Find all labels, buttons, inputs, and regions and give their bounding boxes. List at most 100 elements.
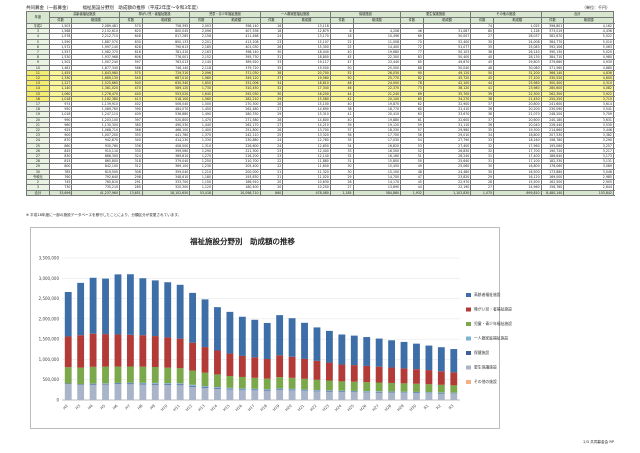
bar-segment [437, 384, 445, 393]
year-cell: 28 [26, 158, 50, 165]
bar-segment [139, 384, 147, 400]
bar-segment [226, 387, 234, 389]
bar-segment [425, 392, 433, 393]
x-tick-label: H15 [222, 403, 231, 412]
chart-title: 福祉施設分野別 助成額の推移 [190, 237, 295, 246]
table-note: ※ 平成18年度に一部の施設データベースを移行したことにより、分類区分が変更され… [26, 213, 182, 217]
bar-segment [338, 390, 346, 392]
bar-segment [301, 378, 308, 390]
table-cell: 18,102,650 [141, 189, 191, 196]
year-cell: 7 [26, 48, 50, 56]
x-tick-label: H25 [346, 403, 355, 412]
bar-segment [114, 382, 122, 384]
bar-segment [126, 384, 134, 400]
x-tick-label: H21 [296, 403, 305, 412]
bar-segment [151, 280, 159, 337]
x-tick-label: H22 [309, 403, 318, 412]
bar-segment [313, 379, 321, 390]
bar-segment [325, 362, 333, 381]
year-cell: 19 [26, 111, 50, 118]
bar-segment [201, 386, 209, 388]
bar-segment [201, 299, 209, 348]
bar-segment [238, 389, 246, 390]
bar-segment [151, 336, 159, 368]
x-tick-label: H16 [234, 403, 243, 412]
bar-segment [214, 388, 221, 400]
x-tick-label: H12 [184, 403, 193, 412]
year-cell: 4 [26, 33, 50, 40]
bar-segment [139, 382, 147, 384]
bar-segment [251, 319, 259, 358]
bar-segment [164, 383, 172, 385]
year-cell: 29 [26, 163, 50, 170]
bar-segment [176, 368, 184, 384]
bar-segment [251, 388, 259, 390]
bar-segment [238, 389, 246, 400]
bar-segment [437, 393, 445, 400]
bar-segment [400, 391, 408, 393]
bar-segment [325, 391, 333, 392]
bar-segment [238, 388, 246, 390]
table-row: 25 860 930,760 336 408,500 1,310 226,600 24 12,6… [26, 142, 614, 149]
bar-segment [102, 334, 109, 367]
bar-segment [89, 277, 97, 334]
year-cell: 2 [26, 179, 50, 186]
page-footer: 2/3 共同募金会 RP [583, 440, 614, 444]
x-tick-label: H11 [172, 403, 181, 412]
bar-segment [139, 335, 147, 367]
year-cell: 10 [26, 64, 50, 71]
bar-segment [238, 316, 246, 356]
bar-segment [325, 330, 333, 363]
table-row: 30 785 819,500 306 359,040 1,210 200,000 21 11,3… [26, 168, 614, 175]
bar-segment [437, 371, 445, 385]
x-tick-label: H19 [271, 403, 280, 412]
table-row: 3 1,568 2,152,610 620 800,045 2,096 407,536 18 1… [26, 28, 614, 35]
year-cell: 25 [26, 142, 50, 149]
bar-segment [301, 358, 308, 379]
x-tick-label: R2 [435, 403, 443, 411]
unit-label: （単位：千円） [582, 5, 610, 10]
bar-segment [102, 384, 109, 400]
bar-segment [77, 367, 85, 385]
year-cell: 16 [26, 95, 50, 103]
bar-segment [263, 390, 271, 391]
x-tick-label: H20 [284, 403, 293, 412]
year-cell: 合計 [26, 189, 50, 196]
bar-segment [64, 383, 72, 384]
bar-segment [400, 392, 408, 400]
bar-segment [413, 392, 420, 400]
legend-label: 一人親家庭福祉施設 [474, 336, 508, 341]
year-cell: 平成2 [26, 22, 50, 30]
table-cell: 584,860 [352, 189, 402, 196]
bar-segment [301, 390, 308, 391]
bar-segment [338, 334, 346, 365]
y-tick-label: 3,000,000 [39, 276, 60, 281]
bar-segment [189, 370, 197, 385]
bar-segment [338, 391, 346, 392]
page-title: 福祉施設分野別 助成額の推移（平成2年度～令和3年度） [82, 6, 201, 11]
bar-segment [114, 274, 122, 335]
bar-segment [338, 364, 346, 382]
bar-segment [126, 274, 134, 335]
x-tick-label: H9 [149, 403, 157, 411]
bar-segment [325, 380, 333, 391]
org-name: 共同募金（一般募金） [26, 6, 71, 11]
x-tick-label: H7 [124, 403, 132, 411]
year-header: 年度 [26, 11, 50, 24]
table-row: 18 950 1,089,760 390 484,070 1,450 262,480 27 14… [26, 106, 614, 113]
bar-segment [400, 368, 408, 384]
table-cell: 478,080 [282, 189, 331, 196]
bar-segment [425, 384, 433, 393]
data-table: 年度 高齢者福祉施設 障がい児・者福祉施設 児童・青少年福祉施設 一人親家庭福祉施設 保健… [26, 11, 614, 196]
bar-segment [251, 390, 259, 400]
year-cell: 18 [26, 106, 50, 113]
bar-segment [164, 384, 172, 385]
table-row: 平成2 1,503 2,089,481 570 758,395 2,003 398,140 1… [26, 22, 614, 30]
bar-segment [388, 391, 396, 393]
bar-segment [350, 391, 358, 393]
bar-segment [437, 392, 445, 393]
bar-segment [363, 337, 371, 366]
chart-frame [30, 227, 500, 429]
table-cell: 699,810 [493, 189, 542, 196]
bar-segment [288, 390, 296, 400]
